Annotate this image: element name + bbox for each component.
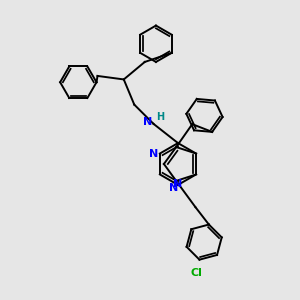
Text: N: N	[143, 117, 152, 127]
Text: H: H	[156, 112, 164, 122]
Text: Cl: Cl	[190, 268, 202, 278]
Text: N: N	[169, 183, 178, 193]
Text: N: N	[173, 179, 183, 189]
Text: N: N	[149, 148, 158, 158]
